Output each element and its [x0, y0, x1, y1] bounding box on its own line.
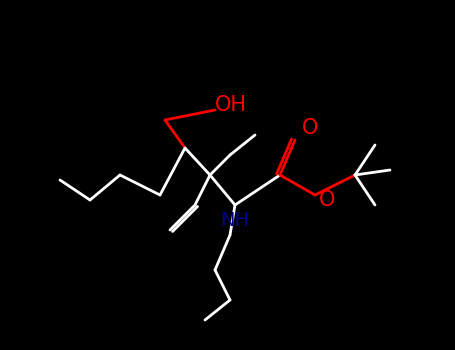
Text: O: O	[302, 118, 318, 138]
Text: OH: OH	[215, 95, 247, 115]
Text: O: O	[319, 190, 335, 210]
Text: NH: NH	[221, 210, 249, 230]
